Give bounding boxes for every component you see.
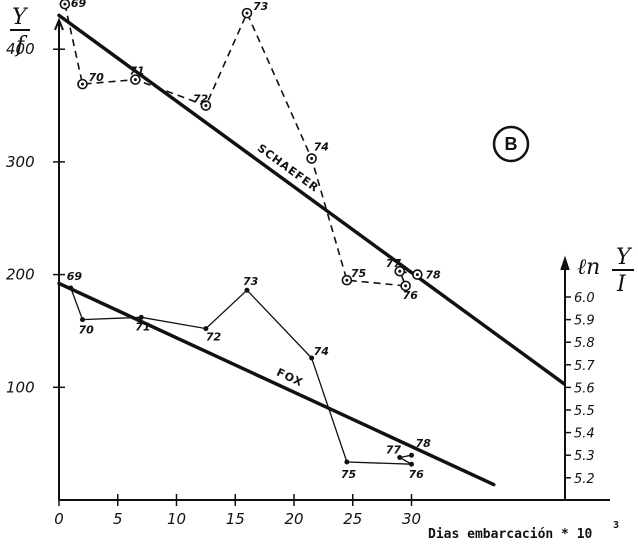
fox-regression-line — [57, 281, 496, 487]
fox-point-label: 77 — [386, 443, 402, 456]
schaefer-point-center — [415, 273, 419, 277]
schaefer-point-label: 74 — [314, 141, 329, 154]
schaefer-point-center — [310, 157, 314, 161]
schaefer-point-center — [81, 82, 84, 86]
x-tick-label: 0 — [54, 510, 64, 528]
schaefer-point-center — [63, 2, 67, 6]
schaefer-point-label: 73 — [253, 0, 269, 13]
x-tick-label: 25 — [343, 510, 362, 528]
schaefer-point-center — [404, 284, 408, 288]
right-y-tick-label: 6.0 — [574, 291, 595, 306]
axes: 0 5 10 15 20 25 30 100 200 300 400 5.2 5.3 5.4 5.5 5.6 5… — [6, 17, 610, 528]
fox-point-label: 71 — [135, 320, 150, 333]
x-tick-label: 15 — [226, 510, 245, 528]
fox-point-label: 75 — [341, 468, 357, 481]
fox-point-marker — [203, 326, 209, 332]
fox-point-label: 76 — [409, 468, 425, 481]
fox-point-marker — [397, 454, 403, 460]
fox-point-label: 72 — [206, 331, 222, 344]
schaefer-point-label: 75 — [351, 267, 367, 280]
left-y-label-top: Y — [12, 5, 29, 30]
fox-point-label: 78 — [416, 437, 432, 450]
panel-badge-letter: B — [505, 134, 518, 154]
right-y-tick-label: 5.5 — [574, 404, 595, 419]
right-y-axis-arrow — [560, 255, 570, 271]
fox-point-marker — [80, 317, 85, 323]
fox-point-label: 74 — [314, 345, 329, 358]
data-series: 69 70 71 72 73 74 75 76 77 78 SCHAEFER 69 70 71 72 73 74… — [59, 0, 441, 481]
fox-point-marker — [409, 452, 414, 458]
left-y-tick-label: 100 — [6, 378, 35, 396]
schaefer-point-center — [245, 11, 249, 15]
right-y-axis-label: ℓn Y I — [577, 245, 634, 297]
right-y-label-prefix: ℓn — [577, 255, 600, 280]
schaefer-connecting-line — [64, 3, 418, 287]
x-tick-label: 20 — [284, 510, 303, 528]
fox-point-label: 69 — [67, 270, 83, 283]
schaefer-point-center — [398, 269, 402, 273]
schaefer-point-label: 70 — [89, 71, 105, 84]
schaefer-point-center — [345, 278, 349, 282]
fox-point-marker — [309, 355, 315, 361]
fox-point-marker — [68, 285, 74, 291]
schaefer-point-center — [204, 104, 208, 108]
right-y-tick-label: 5.7 — [574, 359, 595, 374]
left-y-tick-label: 400 — [6, 40, 35, 58]
x-label-superscript: 3 — [613, 520, 619, 531]
schaefer-point-label: 78 — [425, 269, 441, 282]
left-y-tick-label: 200 — [6, 266, 35, 284]
fox-point-marker — [138, 314, 144, 320]
right-y-tick-label: 5.9 — [574, 314, 595, 329]
fox-connecting-line — [70, 287, 412, 465]
right-y-tick-label: 5.3 — [574, 449, 595, 464]
left-y-tick-label: 300 — [6, 153, 35, 171]
x-tick-label: 10 — [167, 510, 186, 528]
schaefer-point-center — [133, 78, 137, 82]
schaefer-point-label: 71 — [129, 65, 144, 78]
schaefer-point-label: 69 — [71, 0, 87, 10]
fox-point-marker — [244, 287, 250, 293]
fox-point-marker — [409, 461, 414, 467]
left-y-axis-arrow — [54, 17, 64, 31]
regression-lines — [57, 13, 566, 487]
schaefer-point-label: 77 — [386, 257, 402, 270]
schaefer-point-label: 72 — [193, 93, 209, 106]
right-y-tick-label: 5.8 — [574, 336, 595, 351]
x-label-main: Dias embarcación * 10 — [428, 527, 593, 542]
right-y-label-top: Y — [616, 245, 633, 270]
fox-point-marker — [344, 459, 350, 465]
schaefer-regression-line — [57, 13, 566, 386]
x-axis-label: Dias embarcación * 10 3 — [428, 520, 619, 542]
fox-point-label: 73 — [243, 275, 259, 288]
right-y-tick-label: 5.6 — [574, 381, 595, 396]
schaefer-point-label: 76 — [403, 289, 419, 302]
right-y-tick-label: 5.4 — [574, 427, 595, 442]
right-y-tick-label: 5.2 — [574, 472, 595, 487]
x-tick-label: 5 — [113, 510, 123, 528]
panel-badge: B — [492, 125, 530, 163]
schaefer-series-name: SCHAEFER — [255, 142, 321, 195]
right-y-label-bottom: I — [616, 272, 627, 297]
fox-point-label: 70 — [79, 324, 95, 337]
x-tick-label: 30 — [402, 510, 421, 528]
panel-badge-circle — [492, 125, 530, 163]
